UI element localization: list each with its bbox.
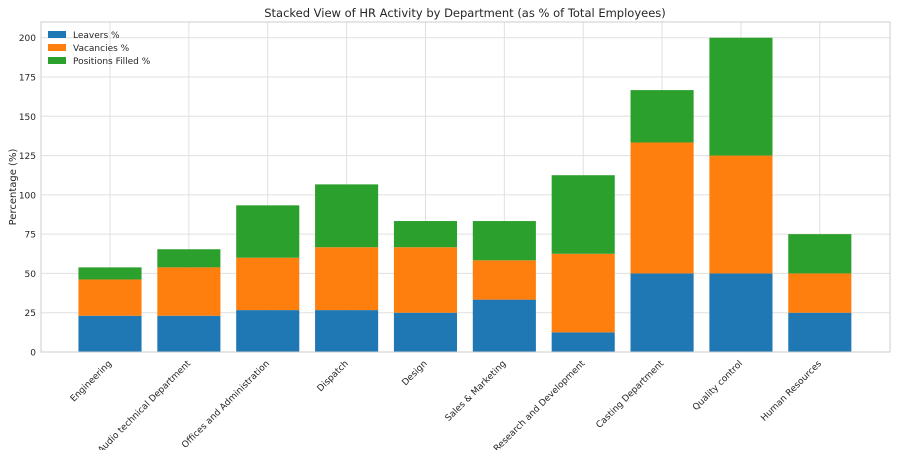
legend: Leavers % Vacancies % Positions Filled % [48,31,151,67]
bar-segment [157,315,221,352]
bar-segment [393,247,458,313]
legend-label: Vacancies % [73,44,130,54]
legend-swatch [48,31,66,38]
x-tick-label: Offices and Administration [180,359,272,450]
bar-segment [236,257,300,311]
y-tick-label: 50 [25,270,37,280]
bar-segment [472,221,536,261]
bar-segment [157,267,221,316]
legend-label: Positions Filled % [73,57,151,67]
bar-segment [78,315,142,352]
bar-segment [709,155,773,274]
x-tick-label: Research and Development [492,359,587,450]
bar-segment [315,310,379,352]
x-tick-label: Design [401,359,430,388]
bar-segment [472,260,536,300]
y-tick-label: 25 [25,309,36,319]
legend-label: Leavers % [73,31,120,41]
bar-segment [709,273,773,352]
x-tick-label: Human Resources [759,359,824,424]
x-tick-label: Quality control [691,359,745,413]
bar-segment [315,184,379,248]
y-axis-label: Percentage (%) [8,149,19,226]
x-tick-label: Audio technical Department [96,359,193,450]
y-tick-label: 75 [25,231,36,241]
y-tick-label: 175 [19,74,36,84]
bar-segment [551,332,615,352]
bar-segment [236,310,300,352]
bar-segment [630,273,694,352]
x-tick-label: Dispatch [316,359,351,394]
bar-segment [157,249,221,268]
bar-segment [709,37,773,156]
bars [78,37,852,352]
x-tick-label: Casting Department [595,359,667,431]
bar-segment [551,253,615,333]
legend-swatch [48,57,66,64]
y-tick-label: 125 [19,152,36,162]
y-tick-label: 200 [19,34,36,44]
x-tick-label: Sales & Marketing [444,359,509,424]
bar-segment [788,312,852,352]
bar-segment [78,279,142,316]
x-tick-label: Engineering [69,359,114,404]
chart-title: Stacked View of HR Activity by Departmen… [264,6,666,20]
y-tick-labels: 0 25 50 75 100 125 150 175 200 [19,34,36,358]
bar-segment [788,234,852,274]
bar-segment [236,205,300,258]
y-tick-label: 150 [19,113,36,123]
bar-segment [472,299,536,352]
y-tick-label: 0 [30,349,36,359]
y-tick-label: 100 [19,191,36,201]
plot-frame [40,21,891,353]
legend-swatch [48,44,66,51]
bar-segment [551,175,615,254]
bar-segment [315,247,379,311]
bar-segment [78,267,142,280]
bar-segment [788,273,852,313]
bar-segment [393,312,458,352]
bar-segment [630,90,694,143]
bar-segment [630,142,694,274]
bar-segment [393,221,458,248]
